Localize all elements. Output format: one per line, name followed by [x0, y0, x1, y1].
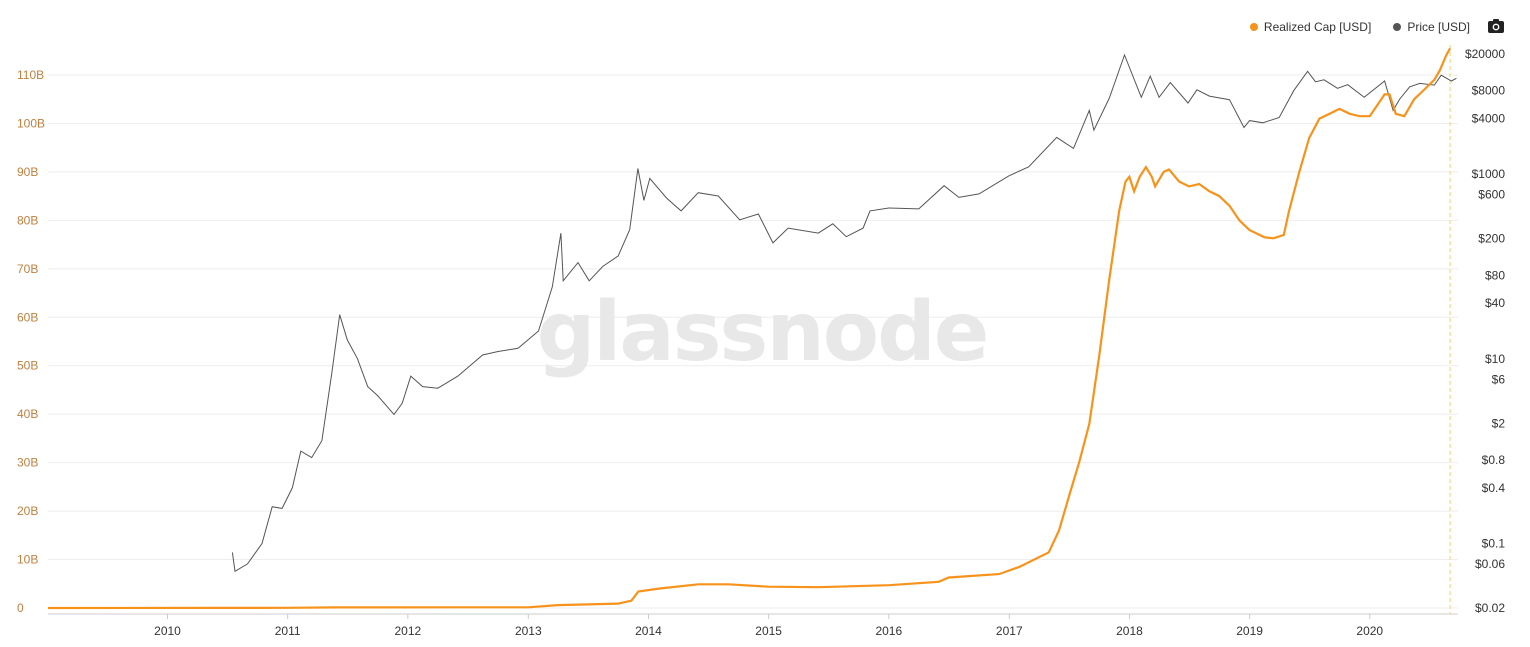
- x-tick-label: 2013: [515, 624, 542, 638]
- left-axis: 0 10B 20B 30B 40B 50B 60B 70B 80B 90B 100B 110B: [17, 68, 45, 615]
- x-tick-label: 2010: [154, 624, 181, 638]
- right-tick-label: $10: [1485, 352, 1505, 366]
- right-tick-label: $8000: [1472, 84, 1506, 98]
- x-tick-label: 2020: [1356, 624, 1383, 638]
- x-tick-label: 2019: [1236, 624, 1263, 638]
- left-tick-label: 110B: [17, 68, 44, 82]
- right-tick-label: $600: [1478, 188, 1505, 202]
- right-tick-label: $0.02: [1475, 601, 1505, 615]
- left-tick-label: 20B: [17, 504, 38, 518]
- realized-cap-dot-icon: [1249, 23, 1258, 31]
- left-tick-label: 80B: [17, 213, 38, 227]
- x-tick-label: 2015: [755, 624, 782, 638]
- camera-icon[interactable]: [1487, 18, 1505, 34]
- right-tick-label: $4000: [1472, 112, 1506, 126]
- right-tick-label: $200: [1478, 232, 1505, 246]
- right-tick-label: $1000: [1472, 167, 1506, 181]
- watermark: glassnode: [537, 285, 988, 380]
- x-tick-label: 2016: [875, 624, 902, 638]
- legend: Realized Cap [USD] Price [USD]: [1249, 20, 1470, 34]
- x-tick-label: 2018: [1116, 624, 1143, 638]
- x-tick-label: 2011: [275, 624, 301, 638]
- left-tick-label: 50B: [17, 359, 38, 373]
- right-tick-label: $40: [1485, 296, 1505, 310]
- left-tick-label: 90B: [17, 165, 38, 179]
- x-tick-label: 2012: [394, 624, 421, 638]
- left-tick-label: 40B: [17, 407, 38, 421]
- right-tick-label: $2: [1492, 416, 1506, 430]
- left-tick-label: 100B: [17, 116, 45, 130]
- left-tick-label: 10B: [17, 553, 38, 567]
- legend-label-realized-cap: Realized Cap [USD]: [1263, 20, 1372, 34]
- legend-item-realized-cap[interactable]: Realized Cap [USD]: [1249, 20, 1372, 34]
- legend-label-price: Price [USD]: [1407, 20, 1470, 34]
- right-tick-label: $0.1: [1482, 536, 1506, 550]
- right-tick-label: $20000: [1465, 47, 1505, 61]
- realized-cap-series-line: [47, 47, 1452, 610]
- left-tick-label: 60B: [17, 310, 38, 324]
- price-dot-icon: [1393, 23, 1402, 31]
- left-tick-label: 0: [17, 601, 24, 615]
- x-tick-label: 2014: [635, 624, 662, 638]
- left-tick-label: 30B: [17, 456, 38, 470]
- right-tick-label: $0.4: [1482, 481, 1506, 495]
- legend-item-price[interactable]: Price [USD]: [1393, 20, 1470, 34]
- right-tick-label: $6: [1492, 372, 1506, 386]
- left-tick-label: 70B: [17, 262, 38, 276]
- right-tick-label: $80: [1485, 268, 1505, 282]
- right-tick-label: $0.06: [1475, 557, 1505, 571]
- right-axis: $0.02 $0.06 $0.1 $0.4 $0.8 $2 $6 $10 $40 $80 $200 $…: [1465, 47, 1505, 615]
- x-tick-label: 2017: [996, 624, 1023, 638]
- grid: [48, 74, 1458, 609]
- x-axis: 2010 2011 2012 2013 2014 2015 2016 2017 2018 2019…: [48, 613, 1458, 638]
- price-series-line: [231, 53, 1457, 573]
- right-tick-label: $0.8: [1482, 453, 1506, 467]
